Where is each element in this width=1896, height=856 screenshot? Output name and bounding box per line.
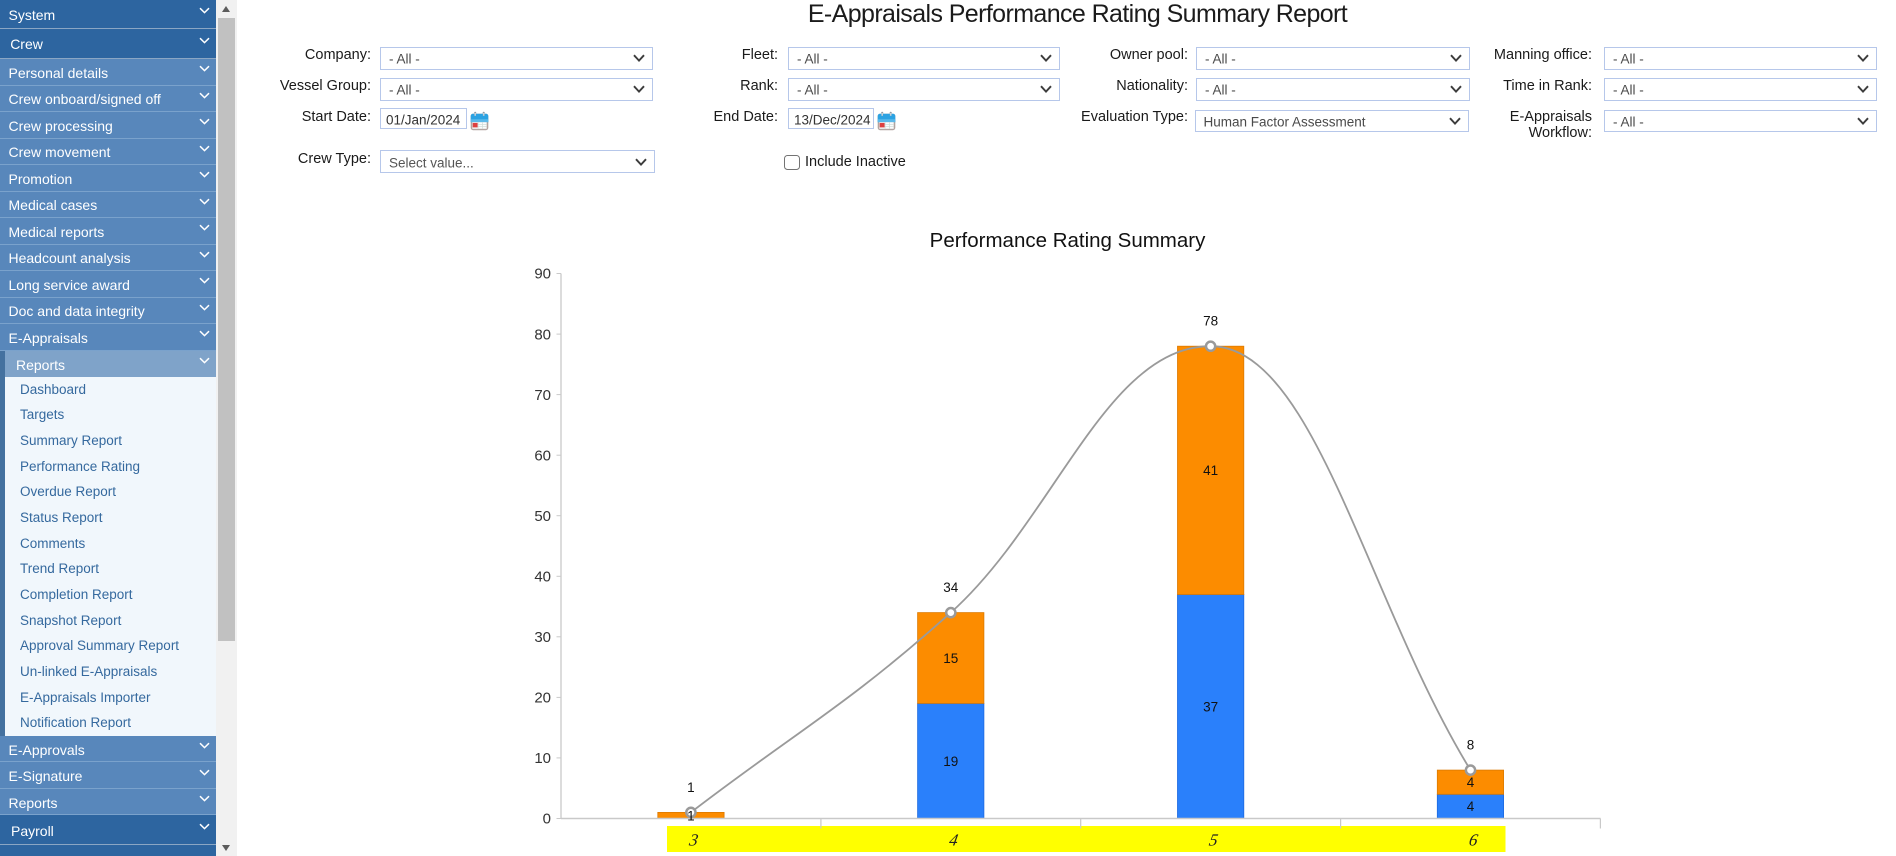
svg-text:30: 30 [534,629,551,646]
svg-text:3: 3 [687,831,700,850]
svg-text:8: 8 [1467,738,1475,753]
svg-text:4: 4 [1467,799,1475,814]
svg-text:15: 15 [943,651,958,666]
svg-text:10: 10 [534,750,551,767]
svg-text:50: 50 [534,508,551,525]
svg-text:37: 37 [1203,699,1218,714]
svg-text:6: 6 [1468,831,1480,850]
svg-text:20: 20 [534,690,551,707]
svg-text:90: 90 [534,266,551,283]
svg-text:80: 80 [534,326,551,343]
svg-text:60: 60 [534,447,551,464]
svg-text:Performance Rating Summary: Performance Rating Summary [930,229,1206,252]
svg-text:1: 1 [687,808,695,823]
svg-text:0: 0 [543,811,551,828]
svg-text:19: 19 [943,754,958,769]
svg-text:34: 34 [943,580,959,595]
svg-text:5: 5 [1208,831,1220,850]
svg-text:4: 4 [1467,775,1475,790]
svg-text:4: 4 [948,831,960,850]
svg-text:40: 40 [534,569,551,586]
svg-text:70: 70 [534,387,551,404]
svg-text:78: 78 [1203,314,1218,329]
svg-text:41: 41 [1203,463,1218,478]
svg-text:1: 1 [687,780,695,795]
